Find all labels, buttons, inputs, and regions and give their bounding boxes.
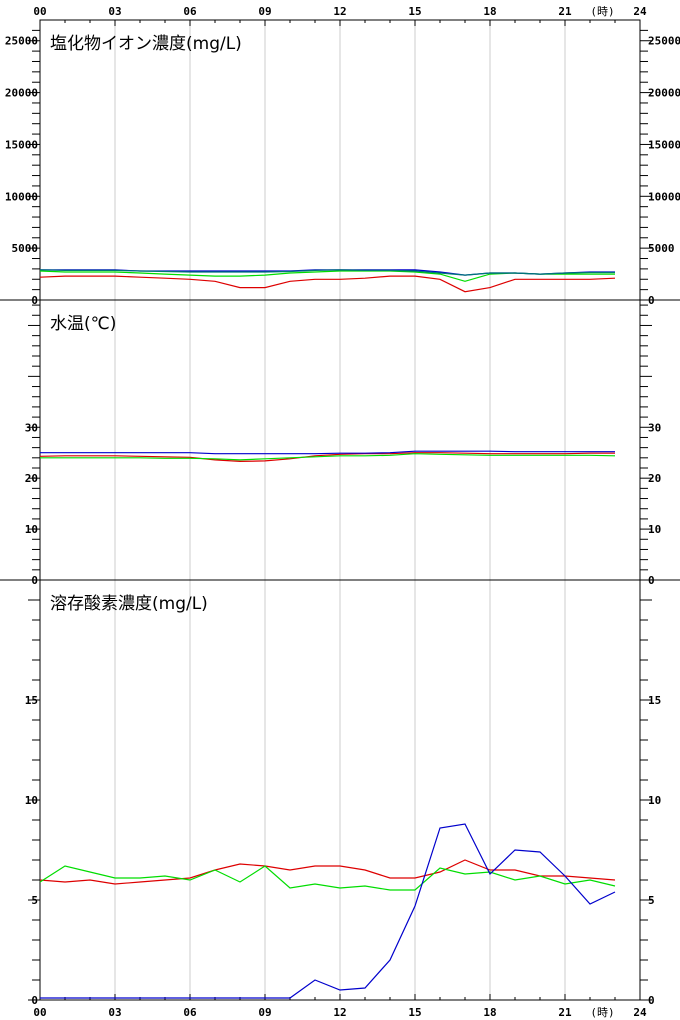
y-tick-label-left: 5000 [12,242,39,255]
y-tick-label-left: 15 [25,694,38,707]
y-tick-label-right: 25000 [648,35,680,48]
x-tick-label-top: 12 [333,5,346,18]
frame-layer [0,19,680,1001]
series-line-green [40,453,616,461]
x-tick-label-top: 21 [558,5,572,18]
y-tick-label-left: 20 [25,472,38,485]
y-tick-label-right: 30 [648,421,661,434]
y-tick-label-left: 0 [31,994,38,1007]
y-tick-label-left: 0 [31,574,38,587]
panel-title: 溶存酸素濃度(mg/L) [50,594,208,614]
y-tick-label-left: 15000 [5,138,38,151]
x-axis-unit-top: (時) [590,5,614,18]
series-line-red [39,275,616,293]
x-axis-unit-bottom: (時) [590,1006,614,1019]
y-tick-label-left: 25000 [5,35,38,48]
series-line-red [39,859,616,885]
y-tick-label-right: 10000 [648,190,680,203]
series-layer [39,269,616,999]
x-tick-label-top: 00 [33,5,46,18]
x-tick-label-top: 03 [108,5,121,18]
y-tick-label-right: 10 [648,794,661,807]
y-tick-label-left: 30 [25,421,38,434]
series-line-red [39,452,615,463]
y-tick-label-right: 5 [648,894,655,907]
x-tick-label-bottom: 21 [558,1006,572,1019]
x-tick-label-top: 15 [408,5,421,18]
x-tick-label-top: 09 [258,5,271,18]
x-tick-label-bottom: 15 [408,1006,421,1019]
y-tick-label-right: 20000 [648,87,680,100]
x-tick-label-bottom: 00 [33,1006,46,1019]
y-tick-label-left: 20000 [5,87,38,100]
grid-layer [114,20,566,1000]
x-tick-label-bottom: 06 [183,1006,197,1019]
y-tick-label-left: 0 [31,294,38,307]
x-tick-label-bottom: 18 [483,1006,496,1019]
x-tick-label-bottom: 03 [108,1006,121,1019]
series-line-green [39,865,616,891]
y-tick-label-right: 15 [648,694,661,707]
y-tick-label-left: 5 [31,894,38,907]
y-tick-label-left: 10000 [5,190,38,203]
x-tick-label-top: 06 [183,5,197,18]
x-tick-label-top: 24 [633,5,647,18]
y-tick-label-right: 15000 [648,138,680,151]
y-tick-label-right: 20 [648,472,661,485]
x-tick-label-bottom: 24 [633,1006,647,1019]
y-tick-label-right: 0 [648,574,655,587]
y-tick-label-right: 5000 [648,242,675,255]
y-tick-label-left: 10 [25,523,38,536]
y-tick-label-left: 10 [25,794,38,807]
series-line-blue [40,823,616,999]
panel-title: 塩化物イオン濃度(mg/L) [50,34,242,54]
series-line-blue [40,450,615,455]
panel-title: 水温(℃) [50,314,116,334]
label-layer: 000003030606090912121515181821212424(時)(… [5,5,680,1019]
x-tick-label-bottom: 12 [333,1006,346,1019]
y-tick-label-right: 0 [648,294,655,307]
x-tick-label-top: 18 [483,5,496,18]
y-tick-label-right: 10 [648,523,661,536]
series-line-teal [39,269,615,276]
x-tick-label-bottom: 09 [258,1006,271,1019]
y-tick-label-right: 0 [648,994,655,1007]
